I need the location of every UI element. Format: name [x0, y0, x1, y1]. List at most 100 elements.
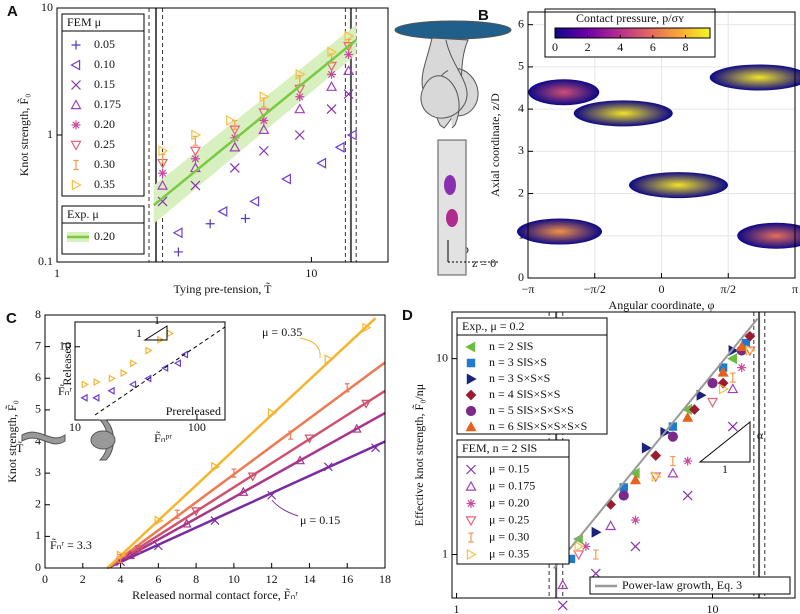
- data-point: [226, 115, 237, 127]
- data-point: [173, 359, 182, 368]
- x-tick-label: 0: [659, 282, 665, 296]
- data-point: [573, 550, 585, 561]
- data-point: [718, 383, 729, 395]
- x-tick-label: 18: [379, 572, 391, 586]
- y-tick-label: 5: [518, 59, 524, 73]
- legend-label: 0.30: [94, 157, 115, 171]
- data-point: [295, 92, 305, 102]
- x-tick-label: 10: [707, 602, 719, 614]
- legend-marker: [71, 40, 81, 50]
- legend-label: n = 3 S×S×S: [489, 371, 550, 385]
- slope-triangle: [143, 325, 168, 341]
- annotation: μ = 0.35: [262, 325, 302, 339]
- panel-label: B: [478, 7, 489, 24]
- legend-label: 0.25: [94, 137, 115, 151]
- legend-label: μ = 0.15: [489, 461, 529, 475]
- data-point: [343, 65, 355, 76]
- legend-label: Power-law growth, Eq. 3: [622, 578, 742, 592]
- y-tick-label: 2: [35, 497, 41, 511]
- data-point: [557, 600, 568, 611]
- legend-label: 0.20: [94, 117, 115, 131]
- data-point: [641, 442, 652, 454]
- legend-marker: [468, 532, 474, 543]
- legend-label: μ = 0.30: [489, 529, 529, 543]
- annotation: 1: [722, 462, 728, 476]
- panel-label: A: [7, 3, 18, 20]
- y-axis-label: Knot strength, F̃₀: [4, 400, 18, 483]
- data-point: [327, 46, 338, 58]
- data-point: [618, 490, 629, 501]
- data-point: [650, 472, 662, 483]
- legend-marker: [465, 516, 477, 527]
- legend-marker: [466, 499, 476, 508]
- x-tick-label: 0: [42, 572, 48, 586]
- data-point: [120, 369, 128, 378]
- slope-triangle: [698, 420, 751, 463]
- annotation: α: [757, 428, 764, 442]
- data-point: [304, 434, 315, 444]
- data-point: [181, 518, 192, 528]
- data-point: [153, 541, 163, 551]
- data-point: [557, 579, 569, 590]
- data-point: [294, 130, 305, 140]
- data-point: [211, 461, 221, 472]
- data-point: [745, 345, 756, 357]
- data-point: [173, 247, 183, 257]
- x-axis-label: Angular coordinate, φ: [609, 298, 715, 312]
- data-point: [727, 353, 737, 365]
- data-point: [667, 431, 678, 442]
- data-point: [316, 157, 327, 169]
- legend-label: 0.05: [94, 37, 115, 51]
- data-point: [736, 341, 748, 351]
- data-point: [130, 359, 138, 368]
- panel-label: C: [6, 310, 17, 327]
- x-tick-label: 4: [118, 572, 124, 586]
- data-point: [327, 69, 337, 79]
- legend-marker: [73, 159, 79, 171]
- data-point: [240, 214, 250, 224]
- data-point: [351, 423, 362, 433]
- legend-marker: [465, 389, 477, 401]
- y-tick-label: 4: [518, 101, 524, 115]
- legend-marker: [70, 140, 82, 151]
- legend-marker: [465, 405, 477, 417]
- data-point: [326, 80, 338, 91]
- legend-marker: [465, 341, 476, 353]
- data-point: [238, 486, 249, 496]
- data-point: [744, 330, 756, 342]
- data-point: [706, 397, 719, 408]
- data-point: [326, 104, 337, 115]
- legend-label: n = 6 S‖S×S×S×S×S: [489, 419, 587, 433]
- fit-line: [106, 411, 386, 570]
- annotation: 1: [136, 326, 142, 340]
- pressure-region: [573, 100, 673, 127]
- x-tick-label: 10: [69, 420, 81, 434]
- annotation: Prereleased: [166, 404, 221, 418]
- legend-marker: [71, 179, 82, 191]
- data-point: [295, 68, 306, 80]
- plot-area: [75, 322, 225, 420]
- legend-label: n = 3 S‖S×S: [489, 355, 547, 369]
- legend-marker: [71, 120, 81, 130]
- y-axis-label: Effective knot strength, F̃₀/nμ: [411, 384, 425, 526]
- data-point: [258, 145, 269, 156]
- data-point: [288, 430, 293, 440]
- legend-marker: [466, 358, 476, 368]
- data-point: [191, 507, 202, 517]
- y-tick-label: 6: [35, 370, 41, 384]
- pressure-region: [528, 79, 600, 106]
- data-point: [154, 515, 164, 526]
- data-point: [107, 386, 115, 395]
- legend-label: n = 5 S‖S×S×S×S: [489, 403, 574, 417]
- legend-title: FEM μ: [67, 15, 101, 29]
- fit-line: [152, 39, 358, 207]
- legend-marker: [70, 99, 82, 110]
- y-tick-label: 1: [35, 528, 41, 542]
- data-point: [682, 411, 694, 422]
- x-tick-label: −π/2: [584, 282, 606, 296]
- y-tick-label: 2: [518, 185, 524, 199]
- data-point: [650, 450, 662, 461]
- data-point: [249, 195, 260, 207]
- annotation: Released: [60, 342, 74, 385]
- data-point: [323, 462, 333, 472]
